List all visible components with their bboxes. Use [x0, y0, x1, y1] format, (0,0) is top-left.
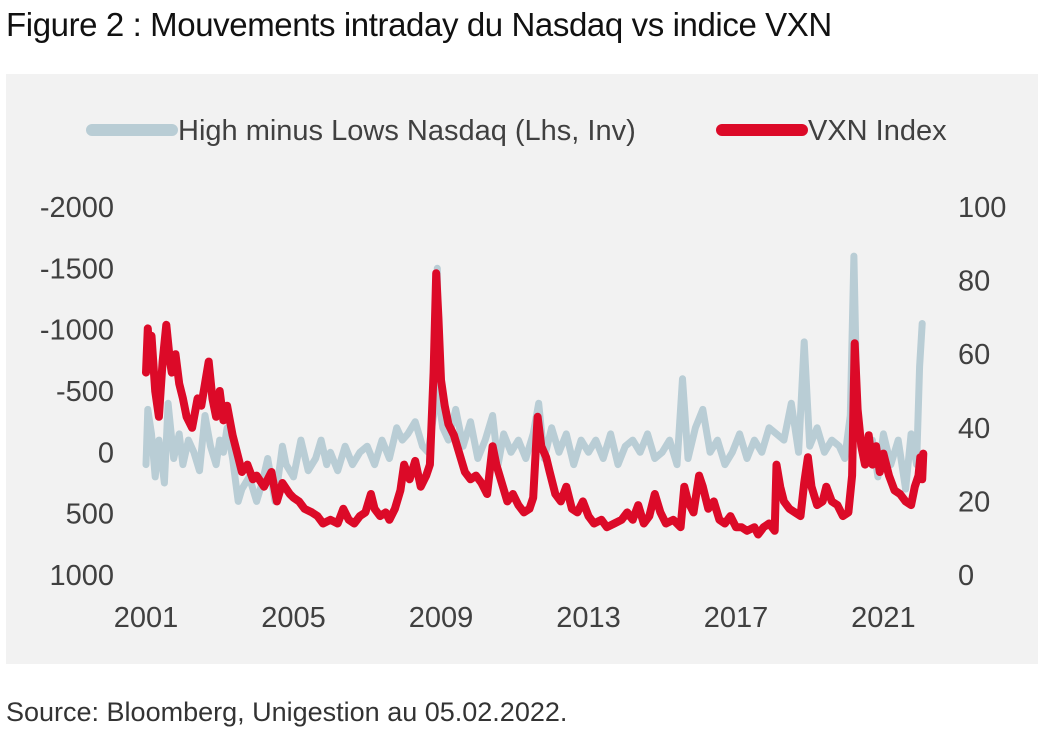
x-tick-label: 2017 — [704, 602, 769, 634]
y-left-tick-label: -500 — [56, 376, 114, 408]
chart-panel: High minus Lows Nasdaq (Lhs, Inv) VXN In… — [6, 74, 1038, 664]
y-left-tick-label: -1500 — [40, 253, 114, 285]
y-left-tick-label: -2000 — [40, 192, 114, 224]
y-right-tick-label: 60 — [958, 339, 990, 371]
y-left-tick-label: 1000 — [49, 560, 114, 592]
x-tick-label: 2021 — [851, 602, 916, 634]
y-left-tick-label: 500 — [66, 499, 114, 531]
series-line-hml — [142, 252, 926, 505]
plot-area — [142, 252, 928, 539]
y-left-tick-label: 0 — [98, 437, 114, 469]
y-right-tick-label: 100 — [958, 192, 1006, 224]
y-right-tick-label: 40 — [958, 413, 990, 445]
figure-title: Figure 2 : Mouvements intraday du Nasdaq… — [6, 6, 832, 43]
y-left-tick-label: -1000 — [40, 315, 114, 347]
x-tick-label: 2013 — [556, 602, 621, 634]
legend: High minus Lows Nasdaq (Lhs, Inv) VXN In… — [86, 115, 947, 147]
legend-label-vxn: VXN Index — [808, 115, 947, 147]
y-right-tick-label: 0 — [958, 560, 974, 592]
chart: High minus Lows Nasdaq (Lhs, Inv) VXN In… — [40, 115, 1007, 634]
y-right-tick-label: 20 — [958, 486, 990, 518]
x-tick-label: 2001 — [114, 602, 179, 634]
axes: -2000 -1500 -1000 -500 0 500 1000 0 20 40 60 80 100 2… — [40, 192, 1007, 634]
x-tick-label: 2009 — [409, 602, 474, 634]
y-right-tick-label: 80 — [958, 266, 990, 298]
legend-label-hml: High minus Lows Nasdaq (Lhs, Inv) — [178, 115, 636, 147]
series-line-vxn — [142, 269, 928, 539]
x-tick-label: 2005 — [261, 602, 326, 634]
source-note: Source: Bloomberg, Unigestion au 05.02.2… — [6, 697, 568, 727]
